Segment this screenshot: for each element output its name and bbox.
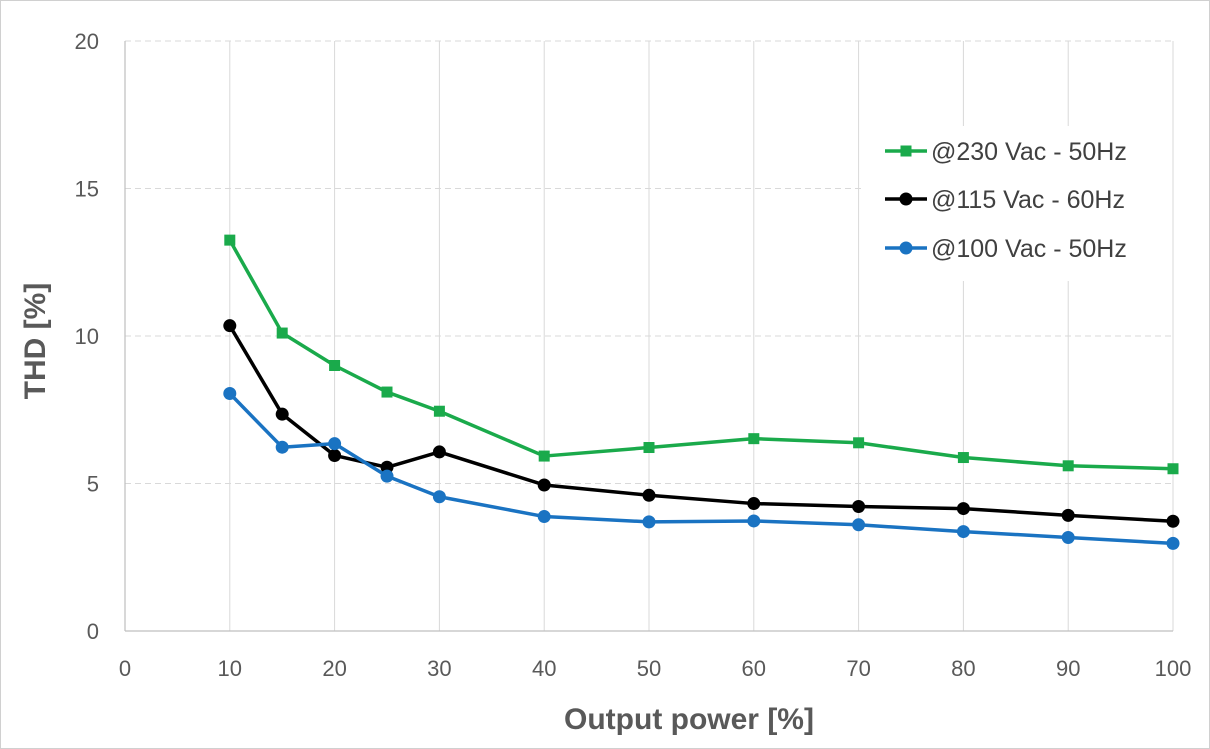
y-axis-title: THD [%] bbox=[19, 283, 52, 400]
x-axis-title: Output power [%] bbox=[564, 703, 814, 736]
x-tick-label: 80 bbox=[951, 656, 975, 681]
data-point bbox=[748, 433, 760, 445]
data-point bbox=[275, 407, 289, 421]
data-point bbox=[432, 490, 446, 504]
y-tick-label: 10 bbox=[75, 324, 99, 349]
data-point bbox=[381, 386, 393, 398]
data-point bbox=[1061, 508, 1075, 522]
data-point bbox=[1166, 536, 1180, 550]
data-point bbox=[853, 437, 865, 449]
data-point bbox=[852, 500, 866, 514]
data-point bbox=[747, 514, 761, 528]
x-tick-label: 0 bbox=[119, 656, 131, 681]
data-point bbox=[223, 387, 237, 401]
x-tick-label: 70 bbox=[846, 656, 870, 681]
data-point bbox=[957, 452, 969, 464]
series-1 bbox=[224, 234, 1179, 475]
legend-item-2: @115 Vac - 60Hz bbox=[885, 186, 1125, 214]
data-point bbox=[1167, 463, 1179, 475]
legend-item-3: @100 Vac - 50Hz bbox=[885, 235, 1127, 263]
series-3 bbox=[223, 387, 1180, 550]
legend-item-1: @230 Vac - 50Hz bbox=[885, 138, 1127, 166]
x-tick-label: 100 bbox=[1155, 656, 1192, 681]
data-point bbox=[1062, 460, 1074, 472]
data-point bbox=[223, 319, 237, 333]
y-tick-label: 20 bbox=[75, 29, 99, 54]
data-point bbox=[1166, 514, 1180, 528]
data-point bbox=[538, 450, 550, 462]
data-point bbox=[224, 234, 236, 246]
series-line-1 bbox=[228, 239, 1174, 471]
data-point bbox=[642, 488, 656, 502]
series-group bbox=[223, 234, 1180, 550]
data-point bbox=[956, 525, 970, 539]
x-tick-label: 40 bbox=[532, 656, 556, 681]
data-point bbox=[275, 440, 289, 454]
data-point bbox=[642, 515, 656, 529]
x-tick-label: 60 bbox=[742, 656, 766, 681]
legend-label-3: @100 Vac - 50Hz bbox=[931, 235, 1127, 263]
tick-labels: 0 5 10 15 20 0 10 20 30 40 50 60 70 80 90 100 bbox=[75, 29, 1192, 681]
y-tick-label: 15 bbox=[75, 177, 99, 202]
x-tick-label: 50 bbox=[637, 656, 661, 681]
series-2 bbox=[223, 319, 1180, 528]
data-point bbox=[956, 502, 970, 516]
y-tick-label: 5 bbox=[87, 472, 99, 497]
x-tick-label: 30 bbox=[427, 656, 451, 681]
data-point bbox=[329, 360, 341, 371]
series-line-3 bbox=[228, 392, 1174, 546]
legend-marker-2 bbox=[899, 192, 913, 206]
data-point bbox=[537, 478, 551, 492]
y-tick-label: 0 bbox=[87, 619, 99, 644]
data-point bbox=[328, 437, 342, 451]
x-tick-label: 20 bbox=[322, 656, 346, 681]
data-point bbox=[380, 469, 394, 483]
data-point bbox=[432, 445, 446, 459]
axes bbox=[124, 41, 1173, 632]
data-point bbox=[747, 497, 761, 511]
data-point bbox=[537, 510, 551, 524]
legend-label-2: @115 Vac - 60Hz bbox=[931, 186, 1125, 214]
data-point bbox=[643, 442, 655, 454]
legend-label-1: @230 Vac - 50Hz bbox=[931, 138, 1127, 166]
data-point bbox=[328, 448, 342, 462]
series-line-2 bbox=[228, 324, 1174, 524]
x-tick-label: 10 bbox=[218, 656, 242, 681]
data-point bbox=[852, 518, 866, 532]
data-point bbox=[276, 327, 288, 339]
legend: @230 Vac - 50Hz @115 Vac - 60Hz @100 Vac… bbox=[861, 126, 1171, 281]
data-point bbox=[433, 405, 445, 417]
x-tick-label: 90 bbox=[1056, 656, 1080, 681]
legend-marker-3 bbox=[899, 241, 913, 255]
legend-marker-1 bbox=[900, 145, 912, 157]
data-point bbox=[1061, 530, 1075, 544]
